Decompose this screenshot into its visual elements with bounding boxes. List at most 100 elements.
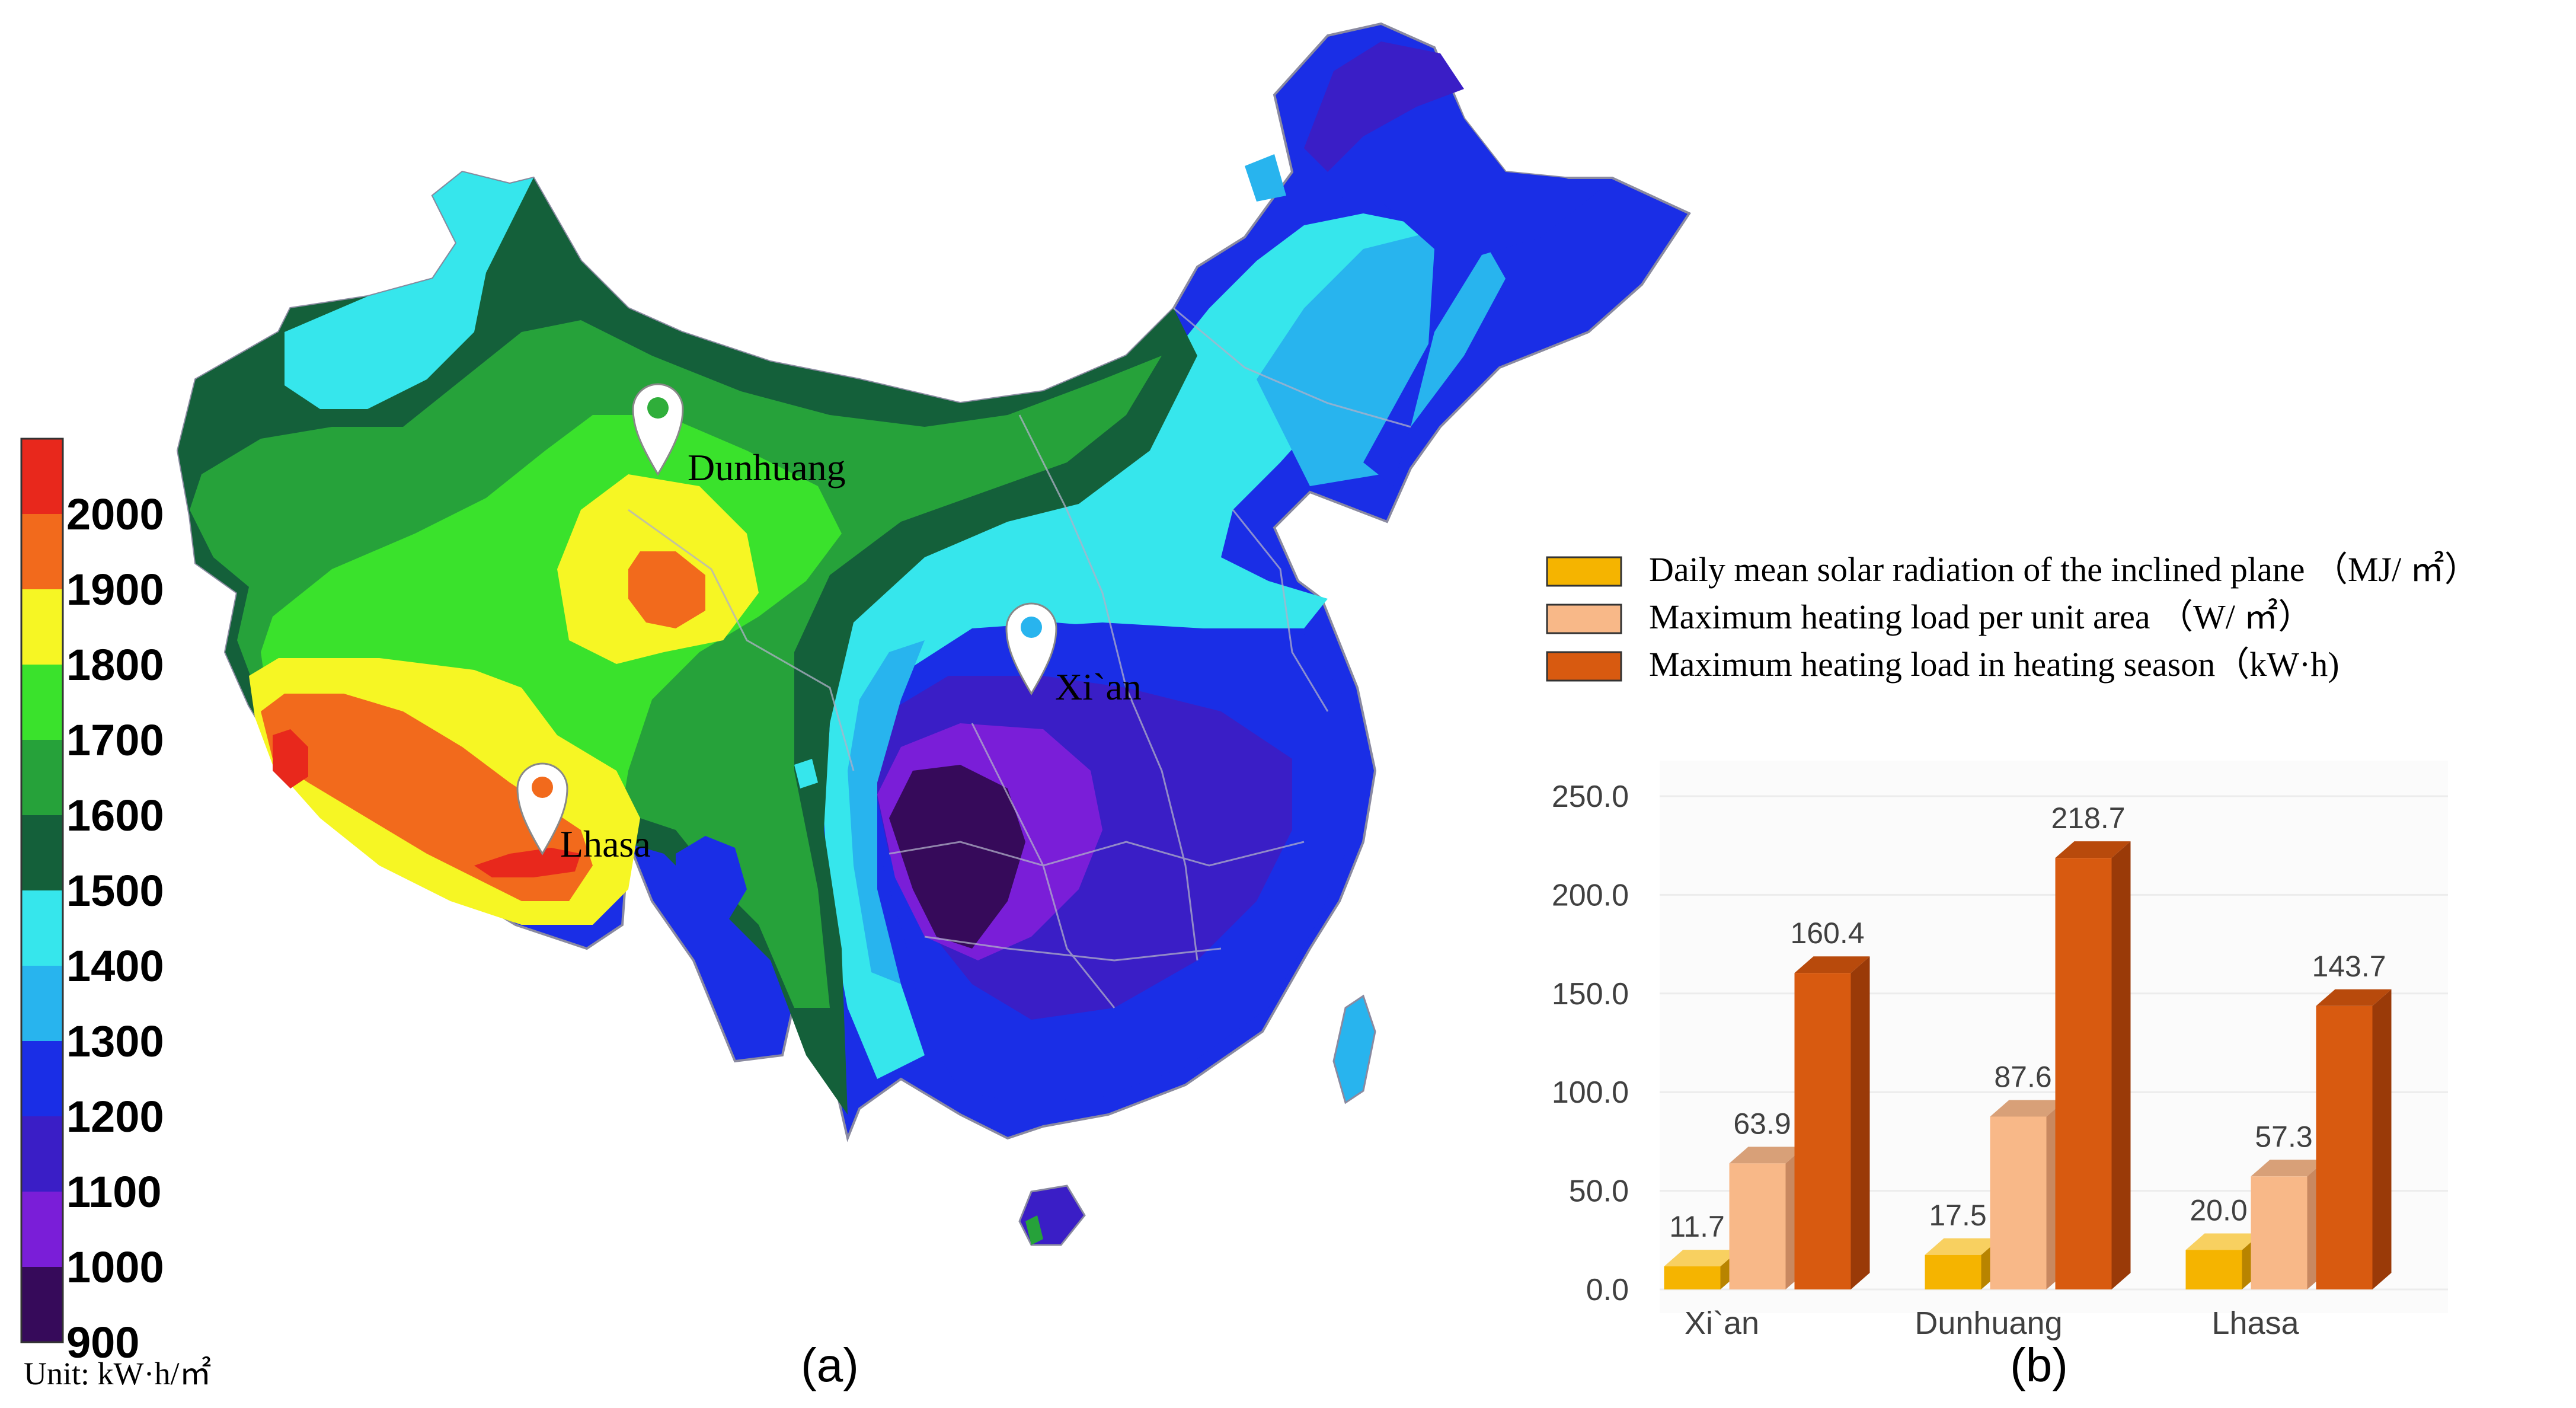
bar-top (2185, 1233, 2261, 1250)
zone-indigo-north (1304, 41, 1464, 172)
scale-swatch (21, 966, 63, 1041)
bar-front (1925, 1254, 1981, 1289)
bar-top (2055, 841, 2131, 858)
scale-tick-label: 900 (66, 1318, 139, 1367)
bar (1990, 1100, 2066, 1289)
x-category-label: Xi`an (1685, 1305, 1759, 1341)
bar-side (1850, 956, 1870, 1289)
heating-load-bar-chart: 0.0 50.0 100.0 150.0 200.0 250.0 11.7 63.9 160.4… (1552, 761, 2448, 1341)
bar-value-label: 11.7 (1669, 1210, 1725, 1243)
bar-top (1729, 1147, 1805, 1164)
pin-dot (647, 397, 669, 419)
bar (1925, 1238, 2000, 1289)
zone-orange-qaidam (628, 551, 705, 628)
zone-orange-tibet (261, 694, 593, 901)
scale-tick-label: 2000 (66, 490, 164, 539)
site-pin (632, 383, 684, 476)
bar-front (2316, 1005, 2373, 1289)
scale-swatch (21, 890, 63, 966)
pin-body (1005, 602, 1057, 695)
bar-top (2316, 989, 2392, 1006)
pin-body (516, 762, 568, 855)
zone-light-blue-central (848, 640, 925, 984)
site-pin (1005, 602, 1057, 695)
zone-red-tibet-west (273, 729, 308, 788)
bar (1729, 1147, 1805, 1289)
site-label: Dunhuang (688, 446, 846, 489)
bar-front (1729, 1163, 1786, 1289)
bar-front (1990, 1116, 2047, 1289)
scale-swatch (21, 439, 63, 514)
zone-red-lhasa (474, 848, 581, 877)
scale-tick-label: 1700 (66, 716, 164, 765)
y-tick-label: 100.0 (1552, 1075, 1629, 1110)
y-tick-label: 200.0 (1552, 878, 1629, 912)
solar-radiation-map (176, 22, 1691, 1246)
site-markers: Dunhuang Xi`an Lhasa (516, 383, 1142, 865)
zone-light-blue-spot (1245, 154, 1286, 202)
pin-dot (532, 777, 553, 798)
panel-b-label: (b) (2010, 1339, 2068, 1391)
bar-value-label: 143.7 (2312, 950, 2386, 983)
scale-tick-label: 1900 (66, 565, 164, 614)
bar-value-label: 87.6 (1994, 1060, 2051, 1093)
pin-dot (1021, 617, 1042, 638)
bar (2055, 841, 2131, 1289)
zone-blue-yunnan (676, 836, 747, 919)
bar-value-label: 20.0 (2190, 1193, 2247, 1227)
bar-value-label: 57.3 (2255, 1120, 2312, 1153)
scale-tick-label: 1500 (66, 866, 164, 915)
legend-swatch (1546, 556, 1622, 587)
bar (2316, 989, 2392, 1289)
bar-top (2251, 1160, 2326, 1177)
zone-dark-purple-sichuan (889, 765, 1025, 949)
province-borders (628, 307, 1411, 1008)
scale-tick-label: 1400 (66, 941, 164, 991)
scale-swatch (21, 1267, 63, 1342)
bar-value-label: 160.4 (1790, 917, 1864, 950)
taiwan-island (1332, 994, 1376, 1104)
x-category-label: Lhasa (2211, 1305, 2299, 1341)
bar-value-label: 218.7 (2051, 802, 2125, 835)
bar (2251, 1160, 2326, 1289)
y-tick-label: 250.0 (1552, 780, 1629, 814)
bar-front (2251, 1176, 2307, 1289)
scale-tick-label: 1800 (66, 640, 164, 689)
site-label: Xi`an (1055, 666, 1142, 708)
bar-value-label: 63.9 (1733, 1107, 1791, 1140)
zone-blue-northeast (1292, 41, 1600, 486)
scale-swatch (21, 740, 63, 815)
scale-tick-label: 1300 (66, 1017, 164, 1066)
legend-label: Maximum heating load per unit area （W/ ㎡… (1649, 598, 2312, 636)
bar-top (1925, 1238, 2000, 1255)
y-tick-label: 50.0 (1569, 1174, 1629, 1209)
bar-top (1794, 956, 1870, 973)
bar-front (2185, 1250, 2242, 1289)
site-pin (516, 762, 568, 855)
legend-swatch (1546, 604, 1622, 634)
scale-swatch (21, 1192, 63, 1267)
bar (2185, 1233, 2261, 1289)
hainan-island-tip (1025, 1215, 1043, 1245)
scale-swatch (21, 514, 63, 589)
bar-top (1990, 1100, 2066, 1117)
bar-front (1794, 973, 1851, 1289)
panel-a-label: (a) (801, 1339, 859, 1391)
bar-top (1664, 1250, 1740, 1267)
site-label: Lhasa (560, 823, 651, 865)
scale-swatch (21, 1116, 63, 1192)
zone-cyan-spot (794, 759, 818, 788)
scale-tick-label: 1000 (66, 1243, 164, 1292)
scale-tick-label: 1100 (66, 1167, 162, 1217)
pin-body (632, 383, 684, 476)
scale-swatch (21, 1041, 63, 1116)
scale-tick-label: 1200 (66, 1092, 164, 1141)
bar-value-label: 17.5 (1929, 1199, 1986, 1232)
scale-tick-label: 1600 (66, 791, 164, 840)
scale-swatch (21, 815, 63, 890)
bar-front (2055, 858, 2112, 1289)
y-tick-label: 0.0 (1586, 1273, 1629, 1307)
chart-legend: Daily mean solar radiation of the inclin… (1546, 550, 2479, 684)
color-scale: 2000 1900 1800 1700 1600 1500 1400 1300 1200 1100… (20, 438, 164, 1367)
